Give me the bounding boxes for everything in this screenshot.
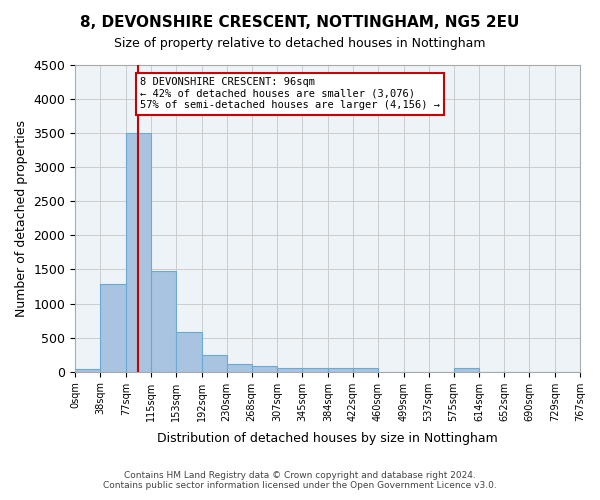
Bar: [176, 332, 202, 372]
Bar: [277, 368, 302, 372]
Bar: [353, 368, 378, 372]
Text: 8, DEVONSHIRE CRESCENT, NOTTINGHAM, NG5 2EU: 8, DEVONSHIRE CRESCENT, NOTTINGHAM, NG5 …: [80, 15, 520, 30]
Y-axis label: Number of detached properties: Number of detached properties: [15, 120, 28, 317]
Bar: [126, 133, 151, 372]
Bar: [302, 368, 328, 372]
Bar: [202, 356, 227, 372]
Bar: [251, 366, 277, 372]
Bar: [454, 368, 479, 372]
Bar: [75, 369, 100, 372]
Text: Contains HM Land Registry data © Crown copyright and database right 2024.
Contai: Contains HM Land Registry data © Crown c…: [103, 470, 497, 490]
Text: 8 DEVONSHIRE CRESCENT: 96sqm
← 42% of detached houses are smaller (3,076)
57% of: 8 DEVONSHIRE CRESCENT: 96sqm ← 42% of de…: [140, 78, 440, 110]
Bar: [227, 364, 251, 372]
X-axis label: Distribution of detached houses by size in Nottingham: Distribution of detached houses by size …: [157, 432, 498, 445]
Text: Size of property relative to detached houses in Nottingham: Size of property relative to detached ho…: [114, 38, 486, 51]
Bar: [151, 271, 176, 372]
Bar: [100, 284, 126, 372]
Bar: [328, 368, 353, 372]
